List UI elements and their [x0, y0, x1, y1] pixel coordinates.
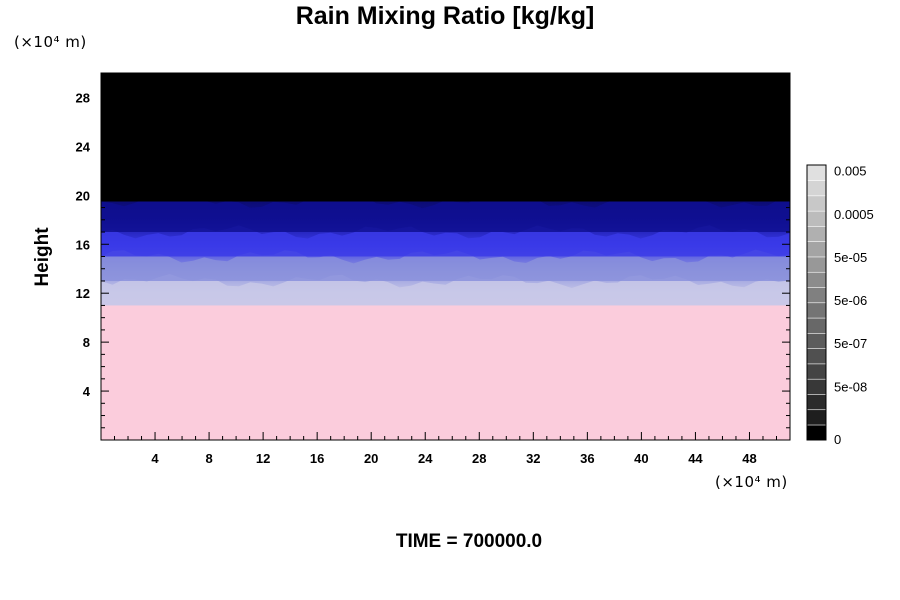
time-label: TIME = 700000.0 [395, 531, 543, 552]
y-tick-label: 24 [76, 139, 91, 154]
colorbar-segment [806, 332, 827, 349]
x-axis: 4 8 12 16 20 24 28 32 36 40 44 48 [114, 73, 777, 466]
y-tick-label: 12 [76, 286, 90, 301]
colorbar-label: 5e-06 [834, 293, 867, 308]
colorbar-segment [806, 256, 827, 273]
colorbar-label: 5e-05 [834, 250, 867, 265]
colorbar-label: 0.005 [834, 164, 867, 179]
field-layer [101, 73, 790, 202]
chart-title: Rain Mixing Ratio [kg/kg] [295, 2, 595, 30]
y-tick-label: 4 [83, 384, 91, 399]
x-tick-label: 12 [256, 451, 270, 466]
x-tick-label: 4 [151, 451, 159, 466]
colorbar-label: 0.0005 [834, 207, 874, 222]
x-tick-label: 28 [472, 451, 486, 466]
colorbar-label: 5e-08 [834, 379, 867, 394]
colorbar: 0 5e-08 5e-07 5e-06 5e-05 0.0005 0.005 [806, 164, 874, 447]
field-layer [101, 305, 790, 440]
x-tick-label: 48 [742, 451, 756, 466]
colorbar-segment [806, 424, 827, 441]
x-tick-label: 20 [364, 451, 378, 466]
x-tick-label: 32 [526, 451, 540, 466]
colorbar-segment [806, 164, 827, 181]
y-axis: 4 8 12 16 20 24 28 [76, 84, 790, 429]
colorbar-frame [806, 164, 827, 441]
colorbar-label: 5e-07 [834, 336, 867, 351]
field-layer [101, 274, 790, 306]
colorbar-segment [806, 241, 827, 258]
colorbar-segment [806, 179, 827, 197]
x-tick-label: 44 [688, 451, 703, 466]
colorbar-segment [806, 363, 827, 380]
y-tick-label: 8 [83, 335, 90, 350]
colorbar-segment [806, 409, 827, 426]
y-unit-label: (×10⁴ m) [14, 33, 87, 51]
x-tick-label: 24 [418, 451, 433, 466]
colorbar-segment [806, 317, 827, 334]
colorbar-segment [806, 195, 827, 212]
colorbar-segment [806, 225, 827, 242]
field-layer [101, 195, 790, 233]
field-layer [101, 249, 790, 281]
colorbar-segment [806, 210, 827, 227]
field-layer [101, 225, 790, 257]
plot-area [100, 72, 791, 441]
y-tick-label: 28 [76, 90, 90, 105]
y-tick-label: 20 [76, 188, 90, 203]
colorbar-segment [806, 302, 827, 319]
colorbar-segment [806, 348, 827, 365]
x-tick-label: 8 [205, 451, 212, 466]
colorbar-segment [806, 378, 827, 395]
x-tick-label: 16 [310, 451, 324, 466]
colorbar-segment [806, 271, 827, 288]
colorbar-segment [806, 286, 827, 304]
x-tick-label: 36 [580, 451, 594, 466]
x-tick-label: 40 [634, 451, 648, 466]
x-unit-label: (×10⁴ m) [715, 473, 788, 491]
y-tick-label: 16 [76, 237, 90, 252]
colorbar-segment [806, 393, 827, 411]
colorbar-label: 0 [834, 432, 841, 447]
